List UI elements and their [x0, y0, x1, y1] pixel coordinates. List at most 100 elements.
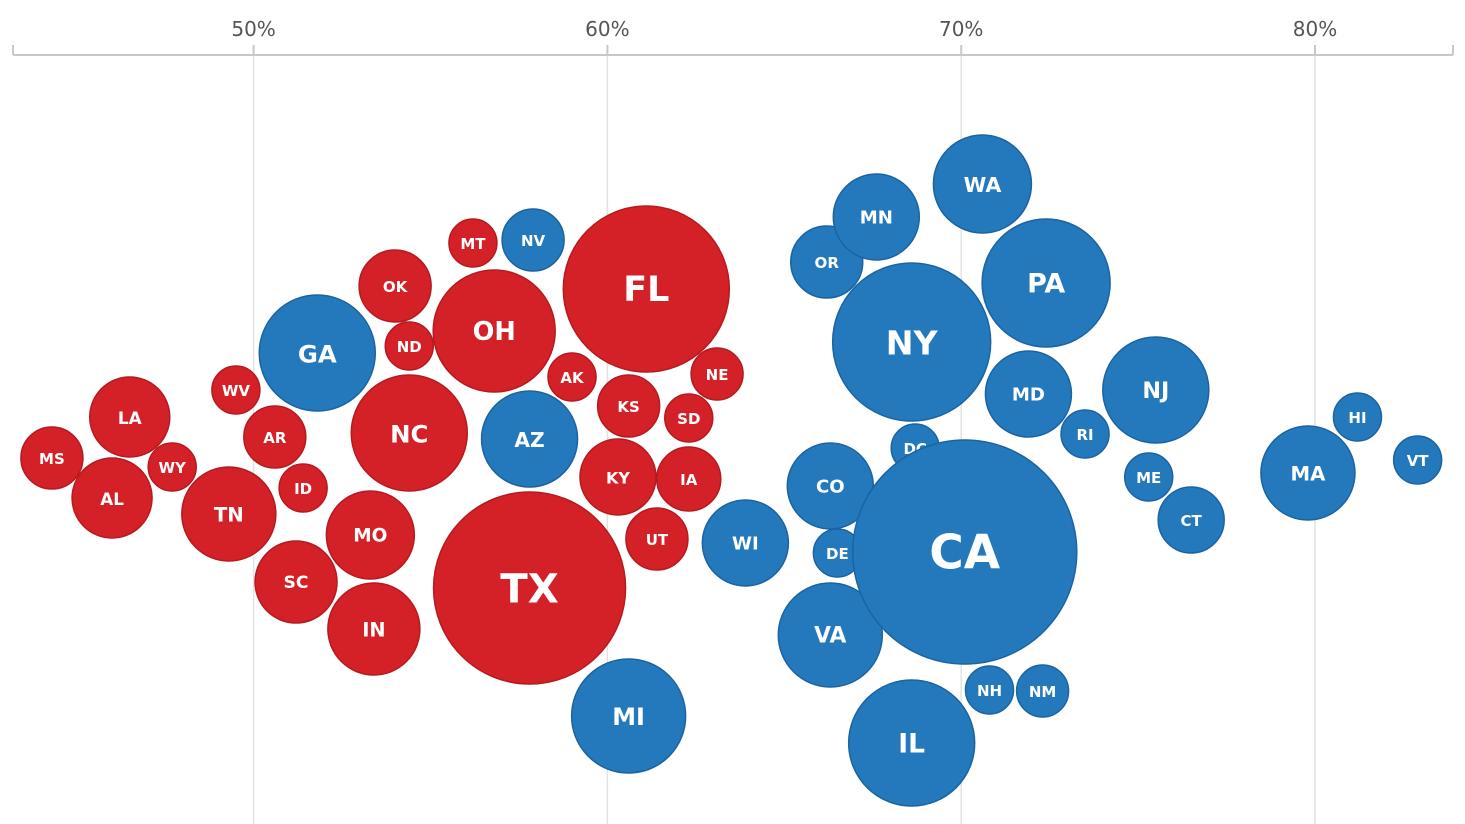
bubble-label-vt: VT	[1407, 452, 1430, 470]
bubble-me: ME	[1123, 452, 1174, 502]
bubble-in: IN	[327, 582, 421, 676]
bubble-label-ut: UT	[646, 531, 669, 549]
bubble-az: AZ	[480, 390, 579, 488]
bubble-nm: NM	[1015, 664, 1070, 718]
bubble-circle-sc	[254, 540, 338, 624]
bubble-ms: MS	[20, 426, 84, 490]
bubble-circle-la	[89, 376, 171, 458]
bubble-nc: NC	[350, 374, 469, 492]
bubble-ny: NY	[831, 262, 992, 422]
bubble-label-wy: WY	[159, 459, 188, 477]
bubble-label-ma: MA	[1291, 463, 1327, 486]
bubble-mn: MN	[832, 173, 921, 261]
bubble-label-pa: PA	[1027, 269, 1065, 300]
bubble-wa: WA	[932, 134, 1033, 234]
bubble-circle-fl	[562, 205, 731, 373]
bubble-circle-ca	[851, 439, 1078, 665]
tick-label-60: 60%	[585, 17, 629, 41]
bubble-wy: WY	[147, 442, 197, 492]
bubble-ne: NE	[690, 347, 744, 401]
bubble-label-ga: GA	[298, 340, 337, 369]
bubbles: MS AL LA WY TN WV AR ID GA SC MO IN OK ND NC OH MT NV AZ TX…	[20, 134, 1443, 807]
bubble-label-de: DE	[826, 545, 849, 563]
bubble-label-ak: AK	[560, 369, 585, 387]
bubble-circle-co	[786, 442, 875, 530]
bubble-label-tx: TX	[500, 566, 559, 613]
bubble-label-ny: NY	[886, 324, 939, 363]
bubble-circle-il	[847, 679, 976, 807]
bubble-circle-ny	[831, 262, 992, 422]
bubble-wv: WV	[211, 365, 261, 415]
bubble-label-ct: CT	[1181, 512, 1203, 530]
bubble-circle-ok	[358, 249, 432, 323]
bubble-label-in: IN	[362, 619, 385, 642]
bubble-circle-ms	[20, 426, 84, 490]
bubble-label-co: CO	[816, 477, 845, 498]
bubble-nd: ND	[384, 321, 435, 371]
bubble-label-wv: WV	[222, 382, 251, 400]
bubble-circle-id	[278, 463, 328, 513]
bubble-nj: NJ	[1102, 336, 1210, 444]
bubble-label-nm: NM	[1029, 683, 1056, 701]
bubble-label-ne: NE	[706, 366, 729, 384]
bubble-ok: OK	[358, 249, 432, 323]
bubble-label-nv: NV	[521, 232, 546, 250]
bubble-label-nh: NH	[977, 682, 1002, 700]
bubble-label-la: LA	[118, 408, 142, 428]
bubble-circle-hi	[1332, 392, 1383, 442]
bubble-ct: CT	[1157, 486, 1225, 554]
bubble-label-nc: NC	[390, 420, 428, 449]
bubble-label-md: MD	[1012, 385, 1045, 406]
bubble-label-ms: MS	[39, 450, 65, 468]
bubble-va: VA	[777, 582, 884, 688]
bubble-circle-va	[777, 582, 884, 688]
bubble-circle-pa	[981, 218, 1111, 348]
bubble-circle-nd	[384, 321, 435, 371]
bubble-circle-mo	[325, 490, 416, 580]
bubble-co: CO	[786, 442, 875, 530]
bubble-circle-me	[1123, 452, 1174, 502]
bubble-nv: NV	[501, 208, 565, 272]
bubble-label-tn: TN	[214, 504, 244, 527]
bubble-circle-ut	[625, 507, 689, 571]
x-axis: 50% 60% 70% 80%	[12, 17, 1454, 56]
bubble-circle-oh	[432, 269, 556, 393]
bubble-fl: FL	[562, 205, 731, 373]
bubble-circle-mi	[570, 658, 687, 774]
bubble-label-il: IL	[898, 729, 925, 760]
bubble-ia: IA	[656, 446, 722, 512]
bubble-circle-ky	[579, 438, 657, 516]
bubble-label-va: VA	[814, 624, 846, 649]
bubble-circle-ks	[596, 374, 661, 438]
bubble-circle-mn	[832, 173, 921, 261]
bubble-label-wi: WI	[732, 534, 759, 555]
bubble-circle-mt	[448, 218, 498, 268]
bubble-mt: MT	[448, 218, 498, 268]
bubble-pa: PA	[981, 218, 1111, 348]
bubble-label-id: ID	[294, 480, 312, 498]
tick-label-80: 80%	[1293, 17, 1337, 41]
bubble-hi: HI	[1332, 392, 1383, 442]
bubble-label-az: AZ	[514, 428, 544, 452]
bubble-label-me: ME	[1136, 469, 1161, 487]
bubble-mi: MI	[570, 658, 687, 774]
bubble-ar: AR	[243, 405, 307, 469]
bubble-al: AL	[71, 457, 153, 539]
bubble-circle-al	[71, 457, 153, 539]
bubble-label-ca: CA	[929, 526, 1000, 581]
bubble-circle-ne	[690, 347, 744, 401]
bubble-label-fl: FL	[623, 270, 669, 310]
bubble-ky: KY	[579, 438, 657, 516]
bubble-label-or: OR	[815, 254, 840, 272]
bubble-label-ok: OK	[383, 278, 409, 296]
bubble-ma: MA	[1260, 425, 1356, 521]
bubble-label-sd: SD	[677, 410, 700, 428]
bubble-tn: TN	[181, 466, 277, 562]
bubble-id: ID	[278, 463, 328, 513]
tick-label-50: 50%	[231, 17, 275, 41]
bubble-oh: OH	[432, 269, 556, 393]
bubble-la: LA	[89, 376, 171, 458]
bubble-label-mt: MT	[460, 235, 486, 253]
bubble-circle-nm	[1015, 664, 1070, 718]
bubble-ks: KS	[596, 374, 661, 438]
